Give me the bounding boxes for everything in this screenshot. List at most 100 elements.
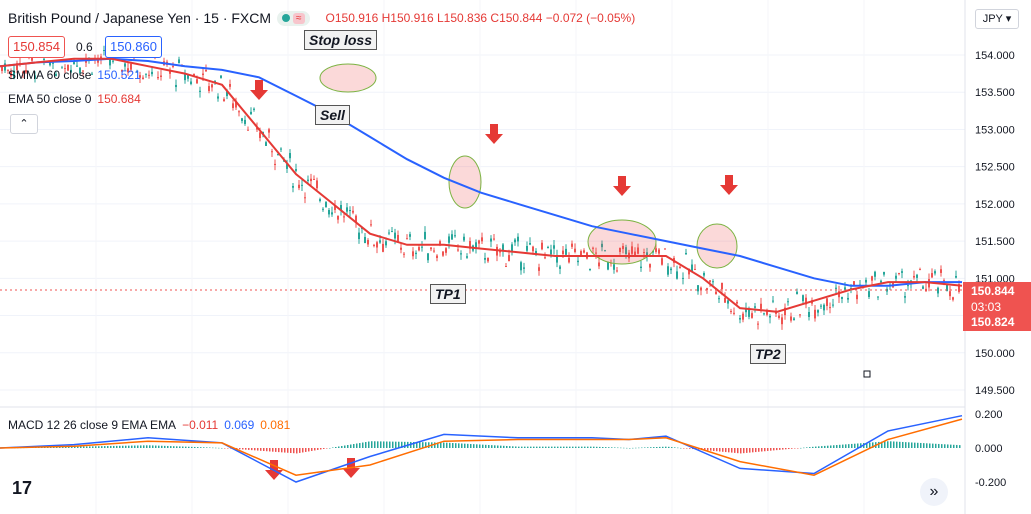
macd-hist-bar: [314, 448, 316, 451]
stop-loss-ellipse: [319, 63, 377, 93]
spread-value: 0.6: [76, 40, 93, 54]
candle-body: [670, 268, 672, 271]
macd-hist-bar: [584, 446, 586, 448]
macd-hist-bar: [689, 448, 691, 449]
macd-hist-bar: [62, 446, 64, 448]
macd-hist-bar: [581, 446, 583, 448]
candle-body: [448, 236, 450, 243]
candle-body: [778, 315, 780, 318]
ema-legend[interactable]: EMA 50 close 0 150.684: [8, 92, 141, 106]
candle-body: [694, 268, 696, 270]
symbol-title: British Pound / Japanese Yen · 15 · FXCM: [8, 10, 272, 26]
candle-body: [400, 247, 402, 250]
currency-label: JPY: [982, 13, 1003, 25]
candle-body: [52, 62, 54, 64]
macd-hist-bar: [305, 448, 307, 452]
candle-body: [355, 215, 357, 224]
candle-body: [7, 69, 9, 71]
candle-body: [460, 253, 462, 255]
candle-body: [595, 252, 597, 254]
candle-body: [907, 285, 909, 287]
macd-hist-bar: [956, 444, 958, 448]
candle-body: [277, 153, 279, 155]
macd-hist-bar: [341, 445, 343, 448]
macd-hist-bar: [923, 443, 925, 448]
high-value: H150.916: [381, 11, 434, 25]
candle-body: [316, 180, 318, 189]
candle-body: [742, 313, 744, 320]
macd-hist-bar: [518, 446, 520, 448]
macd-line: [0, 414, 963, 483]
macd-hist-bar: [509, 446, 511, 448]
macd-hist-bar: [860, 443, 862, 448]
macd-hist-bar: [836, 445, 838, 448]
macd-hist-bar: [866, 442, 868, 448]
low-price-tag: 150.824: [963, 313, 1031, 331]
candle-body: [475, 242, 477, 248]
current-price: 150.844: [971, 284, 1015, 298]
macd-hist-bar: [203, 447, 205, 448]
macd-hist-bar: [944, 444, 946, 448]
macd-hist-bar: [362, 442, 364, 448]
candle-body: [55, 73, 57, 76]
macd-legend[interactable]: MACD 12 26 close 9 EMA EMA −0.011 0.069 …: [8, 418, 290, 432]
macd-hist-bar: [710, 448, 712, 451]
candle-body: [568, 257, 570, 263]
candle-body: [250, 111, 252, 115]
candle-body: [565, 248, 567, 255]
macd-hist-value: −0.011: [182, 418, 219, 432]
candle-body: [301, 184, 303, 186]
macd-hist-bar: [725, 448, 727, 453]
candle-body: [664, 248, 666, 250]
macd-line-value: 0.069: [224, 418, 255, 432]
macd-hist-bar: [275, 448, 277, 452]
currency-selector[interactable]: JPY ▾: [975, 9, 1019, 29]
macd-hist-bar: [194, 446, 196, 448]
candle-body: [790, 316, 792, 321]
candle-body: [730, 311, 732, 313]
highlight-ellipses: [319, 63, 738, 269]
candle-body: [637, 247, 639, 254]
status-pill[interactable]: ≈: [277, 10, 310, 26]
macd-hist-bar: [302, 448, 304, 453]
candle-body: [556, 255, 558, 263]
candle-body: [256, 127, 258, 130]
candle-body: [517, 236, 519, 242]
macd-hist-bar: [212, 447, 214, 449]
candle-body: [661, 258, 663, 265]
candle-body: [349, 210, 351, 212]
candle-body: [103, 49, 105, 51]
scroll-to-realtime-button[interactable]: »: [920, 478, 948, 506]
buy-price-button[interactable]: 150.860: [105, 36, 162, 58]
candle-body: [682, 277, 684, 279]
price-tick-label: 152.500: [975, 162, 1015, 174]
candle-body: [781, 317, 783, 325]
macd-hist-bar: [350, 444, 352, 448]
candle-body: [847, 297, 849, 300]
candle-body: [733, 312, 735, 314]
macd-hist-bar: [299, 448, 301, 453]
candle-body: [121, 69, 123, 72]
candle-body: [625, 247, 627, 254]
collapse-legend-button[interactable]: ⌃: [10, 114, 38, 134]
candle-body: [466, 256, 468, 258]
candle-body: [439, 241, 441, 244]
candle-body: [919, 269, 921, 271]
candle-body: [577, 260, 579, 263]
candle-body: [130, 63, 132, 70]
macd-hist-bar: [491, 445, 493, 448]
macd-hist-bar: [644, 447, 646, 448]
macd-hist-bar: [140, 445, 142, 448]
sell-price-button[interactable]: 150.854: [8, 36, 65, 58]
macd-hist-bar: [938, 443, 940, 448]
candle-body: [502, 244, 504, 252]
macd-hist-bar: [488, 444, 490, 448]
candle-body: [208, 86, 210, 92]
candle-body: [553, 245, 555, 249]
smma-legend[interactable]: SMMA 60 close 150.521: [8, 68, 141, 82]
candle-body: [640, 266, 642, 268]
macd-hist-bar: [569, 446, 571, 448]
candle-body: [646, 252, 648, 256]
candle-body: [748, 309, 750, 317]
